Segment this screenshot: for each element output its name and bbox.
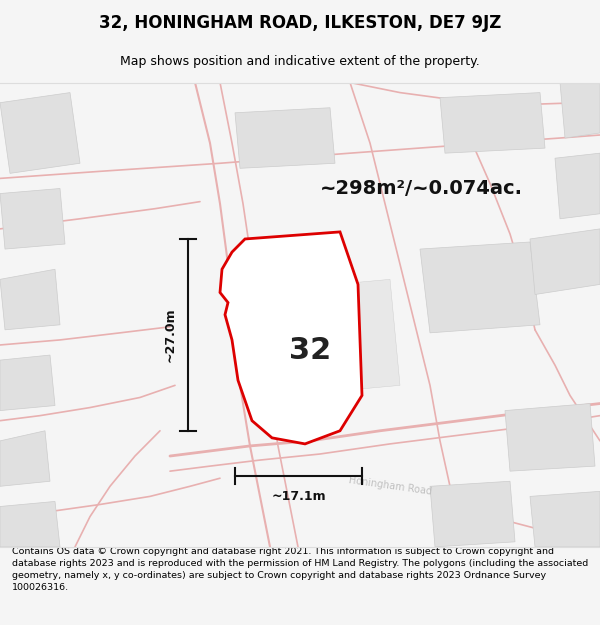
Polygon shape (0, 189, 65, 249)
Polygon shape (220, 232, 362, 444)
Polygon shape (430, 481, 515, 547)
Polygon shape (280, 279, 400, 396)
Text: ~17.1m: ~17.1m (271, 490, 326, 503)
Polygon shape (530, 491, 600, 547)
Polygon shape (560, 82, 600, 138)
Text: ~27.0m: ~27.0m (163, 308, 176, 362)
Polygon shape (235, 107, 335, 168)
Text: 32: 32 (289, 336, 331, 364)
Polygon shape (440, 92, 545, 153)
Polygon shape (420, 242, 540, 333)
Text: Eveden Drive: Eveden Drive (239, 342, 257, 408)
Polygon shape (555, 153, 600, 219)
Polygon shape (530, 229, 600, 294)
Polygon shape (0, 269, 60, 330)
Text: Contains OS data © Crown copyright and database right 2021. This information is : Contains OS data © Crown copyright and d… (12, 547, 588, 592)
Text: 32, HONINGHAM ROAD, ILKESTON, DE7 9JZ: 32, HONINGHAM ROAD, ILKESTON, DE7 9JZ (99, 14, 501, 32)
Polygon shape (505, 404, 595, 471)
Polygon shape (0, 431, 50, 486)
Text: Honingham Road: Honingham Road (348, 476, 432, 497)
Polygon shape (0, 92, 80, 173)
Text: Map shows position and indicative extent of the property.: Map shows position and indicative extent… (120, 56, 480, 68)
Text: ~298m²/~0.074ac.: ~298m²/~0.074ac. (320, 179, 523, 198)
Polygon shape (0, 501, 60, 547)
Polygon shape (0, 355, 55, 411)
